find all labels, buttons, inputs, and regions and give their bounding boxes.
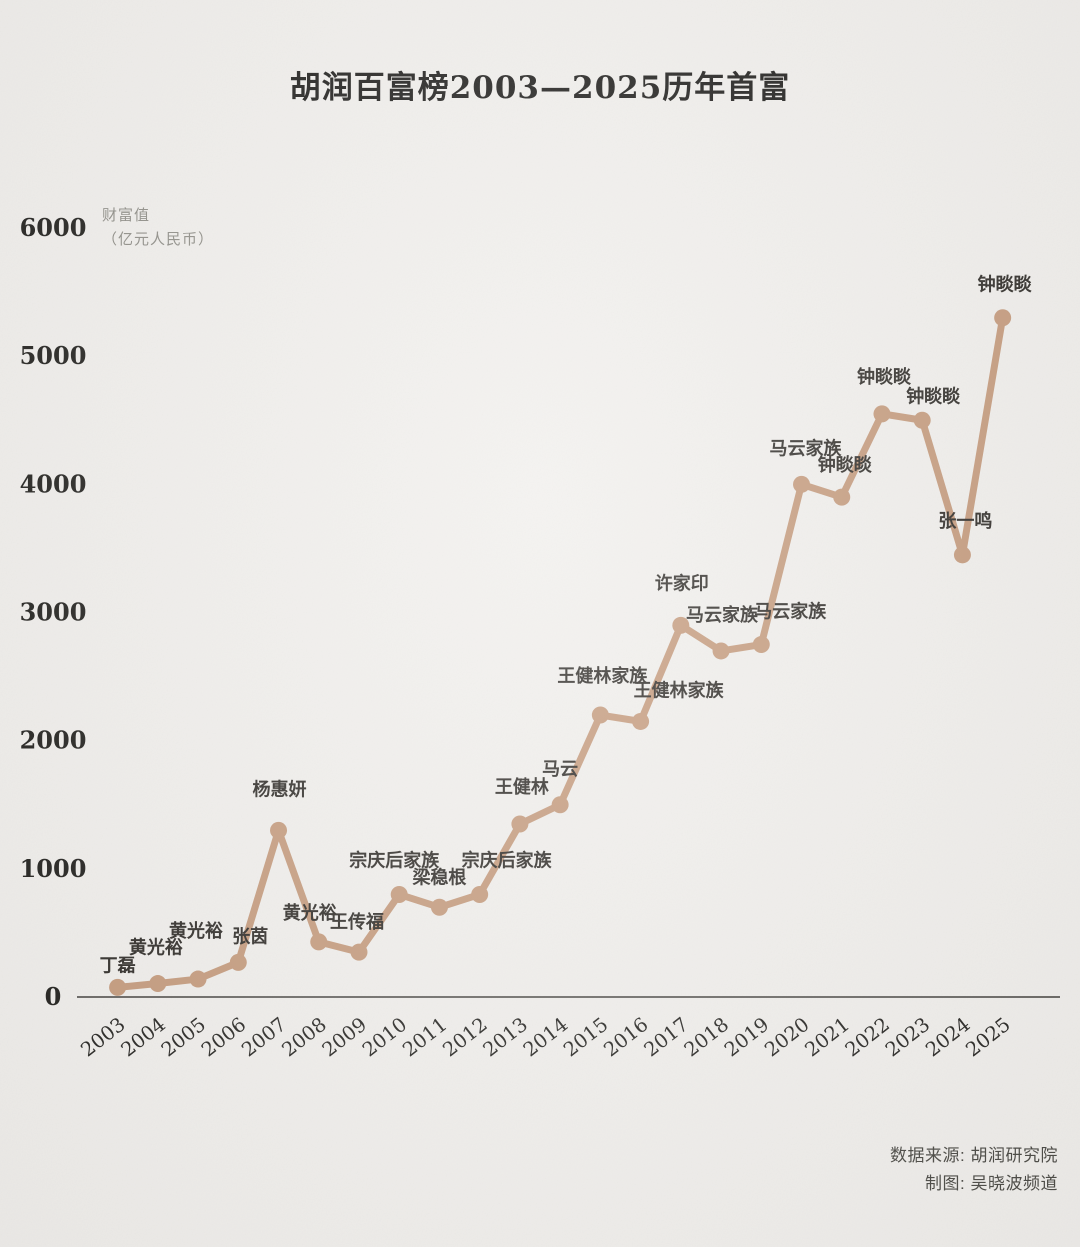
chart-maker-line: 制图: 吴晓波频道 (925, 1174, 1058, 1193)
data-point-name-label: 马云家族 (754, 601, 827, 622)
y-axis-tick-label: 2000 (20, 726, 87, 755)
data-point (270, 821, 288, 839)
data-point (913, 411, 931, 429)
chart-title: 胡润百富榜2003—2025历年首富 (0, 62, 1080, 107)
data-point (390, 885, 408, 903)
y-axis-tick-label: 5000 (20, 341, 87, 370)
data-point (953, 546, 971, 564)
data-point-name-label: 杨惠妍 (253, 778, 307, 799)
data-point (430, 898, 448, 916)
data-point (471, 885, 489, 903)
data-point-name-label: 王健林家族 (557, 665, 648, 686)
data-point (109, 978, 127, 996)
data-point-name-label: 黄光裕 (283, 902, 337, 923)
data-point-name-label: 黄光裕 (169, 920, 223, 941)
data-point-name-label: 梁稳根 (411, 866, 466, 887)
y-axis-tick-label: 0 (45, 982, 62, 1011)
data-point-name-label: 王传福 (330, 911, 384, 932)
data-point (873, 405, 891, 423)
y-axis-tick-label: 4000 (20, 469, 87, 498)
data-point (310, 933, 328, 951)
y-axis-tick-label: 3000 (20, 598, 87, 627)
data-point-name-label: 钟睒睒 (857, 366, 911, 387)
data-point (149, 975, 167, 993)
data-point (632, 712, 650, 730)
data-point-name-label: 钟睒睒 (818, 454, 872, 475)
data-point (712, 642, 730, 660)
y-axis-unit-line1: 财富值 (102, 204, 214, 228)
data-point-name-label: 许家印 (655, 572, 709, 593)
data-point (350, 943, 368, 961)
data-point-name-label: 马云家族 (770, 437, 843, 458)
data-point (229, 953, 247, 971)
data-point-name-label: 宗庆后家族 (462, 849, 553, 870)
data-point-name-label: 黄光裕 (129, 937, 183, 958)
data-point (793, 475, 811, 493)
data-point (672, 616, 690, 634)
data-point (833, 488, 851, 506)
data-point-name-label: 马云 (542, 759, 578, 779)
data-point-name-label: 丁磊 (100, 955, 136, 975)
data-point (994, 309, 1012, 327)
data-point-name-label: 宗庆后家族 (349, 849, 440, 870)
data-point-name-label: 马云家族 (686, 604, 759, 625)
data-point (591, 706, 609, 724)
y-axis-tick-label: 6000 (20, 213, 87, 242)
y-axis-tick-label: 1000 (20, 854, 87, 883)
data-point (551, 796, 569, 814)
y-axis-unit-label: 财富值 （亿元人民币） (102, 204, 214, 252)
source-credits: 数据来源: 胡润研究院 制图: 吴晓波频道 (890, 1142, 1058, 1198)
data-point-name-label: 王健林 (495, 776, 549, 797)
data-point-name-label: 张茵 (232, 925, 268, 946)
data-point-name-label: 王健林家族 (634, 679, 725, 700)
y-axis-unit-line2: （亿元人民币） (102, 228, 214, 252)
data-point (189, 970, 207, 988)
data-point-name-label: 钟睒睒 (978, 274, 1032, 295)
data-point-name-label: 张一鸣 (938, 510, 992, 531)
data-point (752, 636, 770, 654)
data-point (511, 815, 529, 833)
data-point-name-label: 钟睒睒 (906, 385, 960, 406)
data-source-line: 数据来源: 胡润研究院 (890, 1146, 1058, 1165)
